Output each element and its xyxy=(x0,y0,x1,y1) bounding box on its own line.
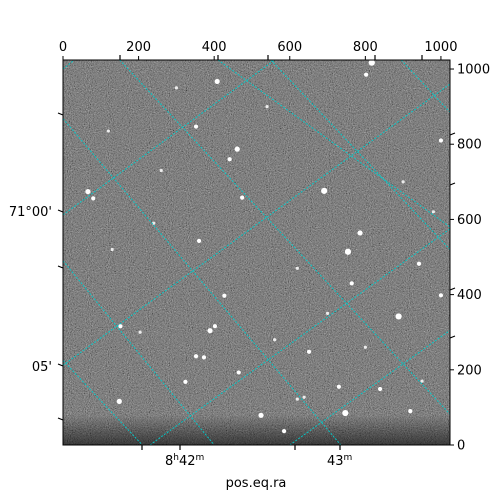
plot-frame xyxy=(62,59,451,446)
world-tick-4 xyxy=(57,417,64,421)
star-49 xyxy=(295,266,299,270)
top-tick-label-3: 600 xyxy=(277,40,302,55)
star-29 xyxy=(116,398,122,404)
ra-tick-label-1: 8h42m xyxy=(165,453,204,469)
star-16 xyxy=(438,293,444,298)
stars-layer xyxy=(85,60,444,434)
grid-line-1 xyxy=(63,260,215,445)
star-17 xyxy=(222,293,227,298)
star-44 xyxy=(159,168,163,173)
star-7 xyxy=(91,196,96,201)
star-25 xyxy=(236,370,241,375)
star-11 xyxy=(357,230,363,236)
star-30 xyxy=(342,409,349,417)
world-tick-14 xyxy=(449,132,456,136)
coordinate-grid xyxy=(63,60,450,445)
world-tick-15 xyxy=(449,182,456,186)
world-tick-17 xyxy=(449,335,456,339)
world-tick-16 xyxy=(449,287,456,291)
top-tick-label-4: 800 xyxy=(353,40,378,55)
right-tick-label-4: 800 xyxy=(457,138,482,153)
right-tick-label-1: 200 xyxy=(457,363,482,378)
grid-line-5 xyxy=(400,60,450,113)
star-2 xyxy=(193,124,199,129)
right-tick-label-5: 1000 xyxy=(457,63,490,78)
world-tick-0 xyxy=(57,112,64,116)
grid-line-10 xyxy=(289,329,450,445)
grid-line-3 xyxy=(119,60,450,415)
star-43 xyxy=(325,311,330,316)
star-19 xyxy=(118,324,123,329)
star-42 xyxy=(420,379,424,383)
ra-tick-label-2: 43m xyxy=(327,453,352,469)
star-12 xyxy=(344,248,352,255)
star-13 xyxy=(196,238,202,243)
grid-line-7 xyxy=(63,60,275,216)
star-0 xyxy=(368,60,375,66)
star-21 xyxy=(207,328,213,334)
star-39 xyxy=(273,338,277,342)
star-35 xyxy=(295,397,299,401)
top-tick-label-1: 200 xyxy=(126,40,151,55)
star-40 xyxy=(401,180,405,184)
star-48 xyxy=(431,210,435,214)
star-15 xyxy=(349,281,354,286)
star-6 xyxy=(85,188,91,195)
grid-line-11 xyxy=(217,60,450,228)
star-38 xyxy=(106,129,110,133)
dec-tick-label-1: 71°00' xyxy=(9,205,52,220)
right-tick-label-2: 400 xyxy=(457,288,482,303)
star-4 xyxy=(234,146,240,152)
star-14 xyxy=(416,261,422,266)
star-46 xyxy=(363,345,367,349)
right-tick-label-0: 0 xyxy=(457,439,465,454)
top-tick-label-0: 0 xyxy=(59,40,67,55)
star-31 xyxy=(258,412,264,418)
star-9 xyxy=(240,195,245,200)
grid-line-9 xyxy=(149,228,450,445)
star-22 xyxy=(193,354,199,359)
star-23 xyxy=(201,355,207,360)
grid-line-4 xyxy=(270,60,450,250)
star-36 xyxy=(138,330,142,334)
star-26 xyxy=(183,379,188,384)
top-tick-label-5: 1000 xyxy=(424,40,457,55)
grid-line-6 xyxy=(63,60,75,70)
star-10 xyxy=(438,138,444,143)
pixel-axes: 0 200 400 600 800 1000 0 200 400 600 800 1000 xyxy=(59,40,490,454)
star-45 xyxy=(265,105,269,109)
star-34 xyxy=(302,395,306,399)
x-axis-label: pos.eq.ra xyxy=(226,476,287,491)
grid-line-8 xyxy=(63,83,450,366)
star-24 xyxy=(306,349,312,354)
star-1 xyxy=(214,78,220,85)
star-27 xyxy=(336,384,341,389)
star-5 xyxy=(227,157,232,162)
star-41 xyxy=(174,86,178,90)
image-area xyxy=(63,60,450,445)
star-8 xyxy=(321,187,328,194)
world-coordinate-ticks xyxy=(57,55,456,450)
top-tick-label-2: 400 xyxy=(202,40,227,55)
grid-line-0 xyxy=(63,360,143,445)
star-33 xyxy=(281,428,287,434)
star-47 xyxy=(110,247,114,252)
star-18 xyxy=(395,313,402,320)
star-32 xyxy=(408,409,413,414)
world-tick-1 xyxy=(57,209,64,213)
world-tick-2 xyxy=(57,265,64,269)
right-tick-label-3: 600 xyxy=(457,213,482,228)
image-noise xyxy=(63,60,450,445)
star-3 xyxy=(363,72,369,77)
dec-tick-label-2: 05' xyxy=(32,360,52,375)
star-28 xyxy=(377,386,383,392)
image-bottom-shade xyxy=(63,415,450,445)
star-20 xyxy=(212,324,218,329)
grid-line-2 xyxy=(63,118,342,445)
world-tick-3 xyxy=(57,363,64,367)
